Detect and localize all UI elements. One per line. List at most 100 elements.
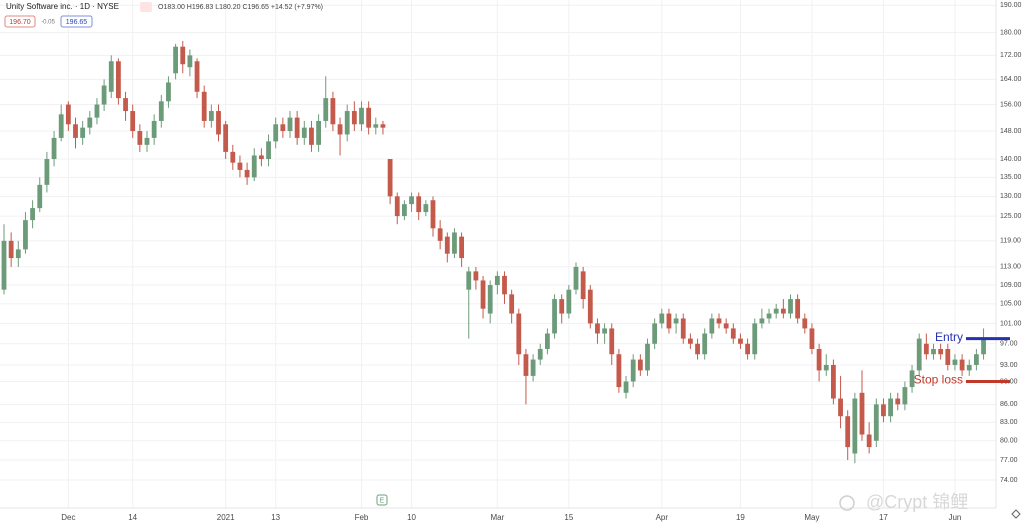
candle-body (888, 398, 893, 417)
x-tick-label: 17 (879, 513, 888, 522)
candle-body (952, 359, 958, 365)
symbol-title: Unity Software inc. · 1D · NYSE (6, 2, 119, 11)
y-tick-label: 93.00 (1000, 362, 1018, 369)
candle-body (94, 104, 100, 118)
candle-body (537, 348, 543, 360)
candle-body (80, 127, 86, 138)
grid (0, 0, 996, 508)
candle-body (645, 343, 650, 371)
x-tick-label: 13 (271, 513, 280, 522)
candle-body (65, 104, 71, 125)
candle-body (108, 61, 114, 92)
x-tick-label: 19 (736, 513, 745, 522)
candle-body (259, 155, 264, 160)
candle-body (394, 196, 400, 217)
candle-body (166, 82, 171, 102)
candle-body (294, 117, 300, 138)
earnings-marker[interactable]: E (376, 494, 388, 506)
x-tick-label: 14 (128, 513, 137, 522)
candle-body (709, 318, 715, 334)
candle-body (123, 98, 128, 112)
level-label: Stop loss (914, 373, 963, 387)
candle-body (552, 299, 557, 334)
candle-body (723, 323, 729, 329)
candle-body (194, 61, 200, 92)
candles (1, 40, 986, 464)
candle-body (595, 323, 600, 334)
annotations: Entry Stop loss (914, 330, 1010, 387)
y-tick-label: 77.00 (1000, 457, 1018, 464)
candle-body (502, 275, 507, 295)
x-tick-label: Feb (355, 513, 369, 522)
settings-icon[interactable] (1011, 509, 1021, 519)
candle-body (652, 323, 658, 344)
x-tick-label: Dec (61, 513, 75, 522)
bid-box (4, 15, 36, 28)
candle-body (516, 313, 522, 355)
candle-body (101, 85, 107, 105)
x-tick-label: 2021 (217, 513, 235, 522)
candle-body (444, 236, 450, 254)
y-tick-label: 172.00 (1000, 52, 1022, 59)
y-tick-label: 148.00 (1000, 128, 1022, 135)
candle-body (602, 328, 607, 334)
candle-body (666, 313, 672, 329)
candle-body (459, 236, 464, 259)
candle-body (87, 117, 93, 128)
candle-body (716, 318, 722, 324)
candle-body (530, 359, 536, 376)
candle-body (237, 162, 243, 170)
ask-box (60, 15, 93, 28)
candle-body (309, 127, 314, 145)
candle-body (337, 124, 343, 135)
candle-body (266, 141, 271, 160)
candle-body (838, 398, 843, 417)
eye-icon[interactable] (140, 2, 152, 12)
candle-body (201, 91, 207, 121)
candle-body (738, 338, 743, 344)
candle-body (680, 318, 686, 339)
candle-body (180, 46, 186, 65)
candle-body (230, 151, 236, 163)
candle-body (566, 289, 572, 314)
candle-body (223, 124, 229, 152)
earnings-box[interactable] (376, 494, 388, 506)
y-tick-label: 180.00 (1000, 29, 1022, 36)
candle-body (430, 200, 436, 229)
candle-body (137, 131, 143, 145)
candle-body (37, 184, 43, 209)
candle-body (816, 348, 822, 371)
candle-body (695, 343, 700, 355)
y-tick-label: 119.00 (1000, 238, 1021, 245)
candle-body (545, 333, 550, 349)
candle-body (158, 101, 164, 121)
candle-body (280, 124, 286, 132)
candle-body (845, 416, 851, 448)
candle-body (745, 343, 750, 355)
y-tick-label: 164.00 (1000, 76, 1022, 83)
candle-body (73, 124, 78, 138)
candle-body (609, 328, 615, 355)
candle-body (909, 370, 915, 388)
y-tick-label: 156.00 (1000, 101, 1022, 108)
x-tick-label: 15 (564, 513, 573, 522)
candle-body (387, 159, 393, 197)
candle-body (623, 381, 629, 393)
candle-body (688, 338, 693, 344)
candle-body (974, 354, 979, 365)
candle-body (466, 271, 472, 290)
candle-body (487, 285, 493, 314)
candle-body (173, 46, 178, 74)
earnings-label: E (380, 497, 385, 504)
candle-body (630, 359, 636, 382)
candle-body (216, 111, 221, 135)
candle-body (752, 323, 758, 355)
candle-body (559, 299, 565, 314)
y-tick-label: 130.00 (1000, 193, 1022, 200)
candle-body (795, 299, 801, 319)
candle-body (966, 364, 972, 371)
candle-body (931, 348, 936, 355)
candle-body (923, 343, 929, 355)
candle-body (866, 434, 872, 448)
ohlc-summary: O183.00 H196.83 L180.20 C196.65 +14.52 (… (158, 4, 323, 11)
